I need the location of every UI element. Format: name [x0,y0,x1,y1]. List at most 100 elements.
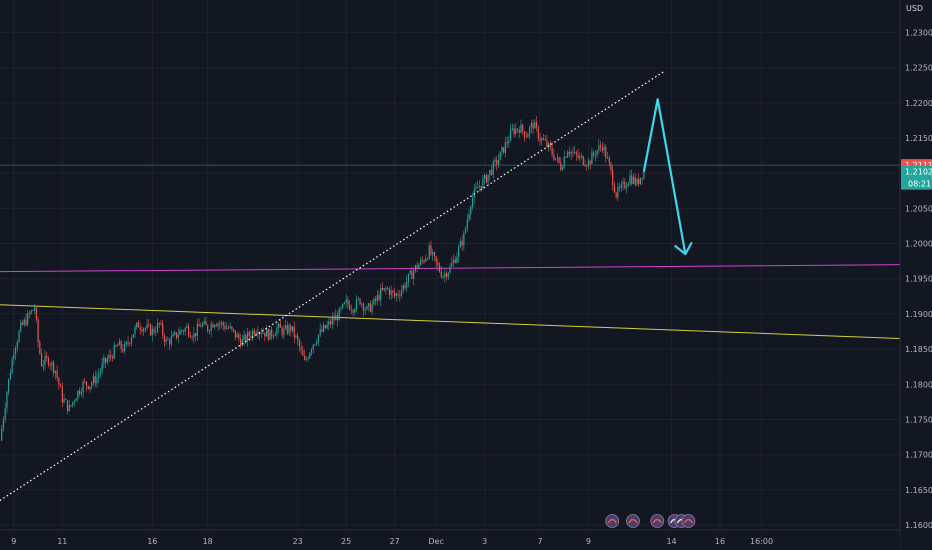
candle-body [34,307,36,311]
candle-body [196,324,198,337]
candle-body [169,339,171,345]
candle-body [312,344,314,350]
candle-body [317,334,320,343]
candle-body [593,152,595,155]
time-axis[interactable]: 9 11 16 18 23 25 27 Dec 3 7 9 14 16 16:00 [0,529,900,550]
candle-body [423,260,425,262]
candle-body [316,342,318,344]
candle-body [364,309,366,311]
candle-body [186,326,188,329]
event-marker-icon[interactable] [650,514,665,528]
candle-body [535,121,538,127]
candle-body [361,303,363,305]
candle-body [570,151,572,154]
candle-body [73,401,76,403]
candle-body [27,313,29,325]
candle-body [96,377,98,384]
event-marker-icon[interactable] [681,514,696,528]
current-price-label: 1.21022 [905,168,932,177]
candle-body [201,323,204,327]
candle-body [141,329,143,332]
candle-body [108,355,110,360]
candle-body [338,308,340,321]
candle-body [72,402,74,406]
candle-body [492,161,494,175]
time-tick-label: 23 [293,537,303,546]
candle-body [58,377,60,385]
time-tick-label: 18 [203,537,213,546]
candle-body [388,288,391,296]
candle-body [506,141,508,144]
price-tick-label: 1.18000 [905,380,932,389]
candle-body [198,324,200,327]
grid-lines [0,0,900,530]
candle-body [23,319,25,325]
price-tick-label: 1.19000 [905,310,932,319]
price-tick-label: 1.17500 [905,415,932,424]
time-tick-label: 16:00 [750,537,773,546]
candle-body [298,339,301,347]
candle-body [577,154,579,158]
candle-body [85,381,88,386]
price-tick-label: 1.21500 [905,134,932,143]
candle-body [113,345,115,359]
candle-body [188,326,190,336]
candle-body [80,392,82,394]
price-axis[interactable]: USD 1.16000 1.16500 1.17000 1.17500 1.18000 1.… [899,0,932,550]
candle-body [513,128,515,135]
candle-body [137,322,140,328]
candle-body [267,329,269,340]
candle-body [523,131,526,138]
candle-body [454,259,456,263]
time-tick-label: 11 [57,537,67,546]
candle-body [554,158,557,160]
candle-body [217,323,219,327]
candle-body [383,288,385,290]
candle-body [9,373,11,380]
candle-body [445,273,448,278]
candle-body [404,285,406,288]
price-tick-label: 1.22000 [905,99,932,108]
economic-events[interactable] [605,514,696,528]
candle-body [8,379,10,393]
candle-body [553,154,555,160]
candle-body [374,298,377,301]
candle-body [560,162,562,170]
candle-body [461,241,463,246]
candle-body [619,187,621,188]
event-marker-icon[interactable] [605,514,620,528]
candle-body [442,276,444,278]
candle-body [144,328,146,329]
support-yellow-line[interactable] [0,304,901,340]
candle-body [520,124,522,133]
time-tick-label: Dec [428,537,443,546]
bar-countdown-label: 08:21 [908,180,931,189]
candle-body [452,259,455,264]
candle-body [402,285,404,291]
projection-path[interactable] [642,98,687,255]
candle-body [208,330,211,332]
candle-body [6,392,8,409]
event-marker-icon[interactable] [626,514,640,528]
projection-arrowhead[interactable] [674,241,693,256]
candle-body [584,164,586,166]
candle-body [143,328,145,332]
candle-body [394,292,396,297]
candle-body [149,324,152,336]
candle-body [167,339,169,341]
candle-body [622,182,624,185]
candle-body [274,334,276,336]
candle-body [632,177,635,184]
candle-body [4,408,6,419]
candle-body [603,146,605,151]
time-tick-label: 7 [537,537,542,546]
drawing-tools[interactable] [0,70,693,501]
candle-body [329,321,332,325]
candle-body [297,335,299,340]
candle-body [494,159,496,162]
candle-body [281,327,283,335]
candle-body [118,341,121,346]
candle-body [278,323,280,328]
